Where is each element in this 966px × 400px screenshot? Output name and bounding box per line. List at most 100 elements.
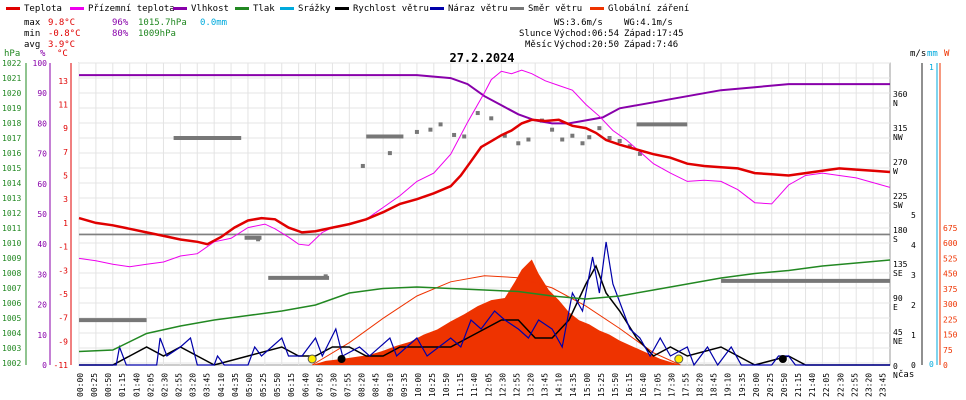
axis-title-pct: %	[40, 49, 46, 59]
x-tick: 10:50	[442, 373, 451, 397]
wind-tick: 0	[911, 361, 916, 370]
x-tick: 13:20	[527, 373, 536, 397]
rain-tick: 0	[929, 360, 934, 369]
x-tick: 12:30	[498, 373, 507, 397]
wind-direction-point	[637, 151, 642, 156]
series-humidity	[79, 74, 890, 125]
radiation-tick: 300	[943, 300, 958, 309]
x-tick: 17:05	[653, 373, 662, 397]
humidity-tick: 30	[37, 270, 47, 279]
wind-direction-point	[607, 135, 612, 140]
legend-swatch	[430, 7, 444, 10]
wdir-tick-dir: NE	[893, 337, 903, 346]
x-tick: 15:25	[597, 373, 606, 397]
x-tick: 12:05	[484, 373, 493, 397]
series-wind-gust	[79, 241, 890, 367]
radiation-tick: 0	[943, 361, 948, 370]
series-ground-temperature	[78, 69, 891, 268]
temp-tick: 5	[63, 172, 68, 181]
pressure-tick: 1012	[2, 209, 21, 218]
radiation-tick: 675	[943, 224, 958, 233]
x-tick: 11:40	[470, 373, 479, 397]
x-tick: 16:40	[639, 373, 648, 397]
x-tick: 15:00	[583, 373, 592, 397]
x-tick: 10:25	[428, 373, 437, 397]
x-tick: 03:20	[189, 373, 198, 397]
wdir-tick-deg: 180	[893, 226, 908, 235]
radiation-tick: 600	[943, 239, 958, 248]
x-tick: 21:40	[808, 373, 817, 397]
humidity-tick: 40	[37, 240, 47, 249]
temp-tick: 11	[58, 100, 68, 109]
x-tick: 20:25	[766, 373, 775, 397]
x-tick: 01:40	[132, 373, 141, 397]
stats-max-hum: 96%	[112, 18, 129, 28]
humidity-tick: 50	[37, 210, 47, 219]
series-wind-speed	[79, 264, 890, 366]
legend-label: Náraz větru	[448, 4, 508, 14]
pressure-tick: 1014	[2, 179, 21, 188]
info-moon-set: Západ:7:46	[624, 40, 678, 50]
info-mesic: Měsíc	[525, 40, 552, 50]
legend-label: Teplota	[24, 4, 62, 14]
humidity-tick: 20	[37, 301, 47, 310]
wind-direction-point	[360, 163, 365, 168]
pressure-tick: 1013	[2, 194, 21, 203]
x-tick: 20:50	[780, 373, 789, 397]
temp-tick: -9	[58, 337, 68, 346]
info-ws: WS:3.6m/s	[554, 18, 603, 28]
humidity-tick: 80	[37, 119, 47, 128]
temp-tick: -7	[58, 314, 68, 323]
radiation-tick: 450	[943, 270, 958, 279]
radiation-tick: 225	[943, 315, 958, 324]
axis-title-ms: m/s	[910, 49, 926, 59]
x-tick: 01:15	[118, 373, 127, 397]
x-tick: 04:35	[231, 373, 240, 397]
wind-tick: 4	[911, 241, 916, 250]
stats-avg-temp: 3.9°C	[48, 40, 75, 50]
info-wg: WG:4.1m/s	[624, 18, 673, 28]
wdir-tick-deg: 0	[893, 362, 898, 371]
temp-tick: 13	[58, 77, 68, 86]
x-tick: 15:50	[611, 373, 620, 397]
x-tick: 23:45	[879, 373, 888, 397]
wind-direction-point	[256, 237, 261, 242]
pressure-tick: 1007	[2, 284, 21, 293]
x-tick: 02:55	[175, 373, 184, 397]
wdir-tick-dir: SW	[893, 201, 903, 210]
wind-direction-point	[597, 126, 602, 131]
x-tick: 00:00	[76, 373, 85, 397]
plot-area	[78, 62, 891, 367]
wind-direction-point	[475, 111, 480, 116]
axis-title-hpa: hPa	[4, 49, 20, 59]
stats-max-label: max	[24, 18, 41, 28]
x-tick: 14:10	[555, 373, 564, 397]
wind-direction-point	[462, 134, 467, 139]
x-tick: 18:20	[696, 373, 705, 397]
x-tick: 09:35	[400, 373, 409, 397]
wind-direction-point	[489, 116, 494, 121]
x-tick: 03:45	[203, 373, 212, 397]
legend-label: Přízemní teplota	[88, 4, 175, 14]
pressure-tick: 1005	[2, 314, 21, 323]
stats-max-temp: 9.8°C	[48, 18, 75, 28]
pressure-tick: 1004	[2, 329, 21, 338]
wind-direction-point	[438, 122, 443, 127]
legend-label: Směr větru	[528, 4, 582, 14]
temp-tick: -3	[58, 266, 68, 275]
legend-label: Rychlost větru	[353, 4, 429, 14]
info-moon-rise: Východ:20:50	[554, 40, 619, 50]
pressure-tick: 1017	[2, 134, 21, 143]
legend-swatch	[70, 7, 84, 10]
legend: Teplota Přízemní teplota Vlhkost Tlak Srážky…	[6, 4, 689, 14]
x-tick: 05:25	[259, 373, 268, 397]
humidity-tick: 100	[33, 59, 48, 68]
wdir-tick-dir: S	[893, 235, 898, 244]
x-tick: 22:55	[850, 373, 859, 397]
legend-swatch	[335, 7, 349, 10]
legend-swatch	[6, 7, 20, 10]
legend-label: Vlhkost	[191, 4, 229, 14]
stats-min-label: min	[24, 29, 40, 39]
pressure-tick: 1015	[2, 164, 21, 173]
